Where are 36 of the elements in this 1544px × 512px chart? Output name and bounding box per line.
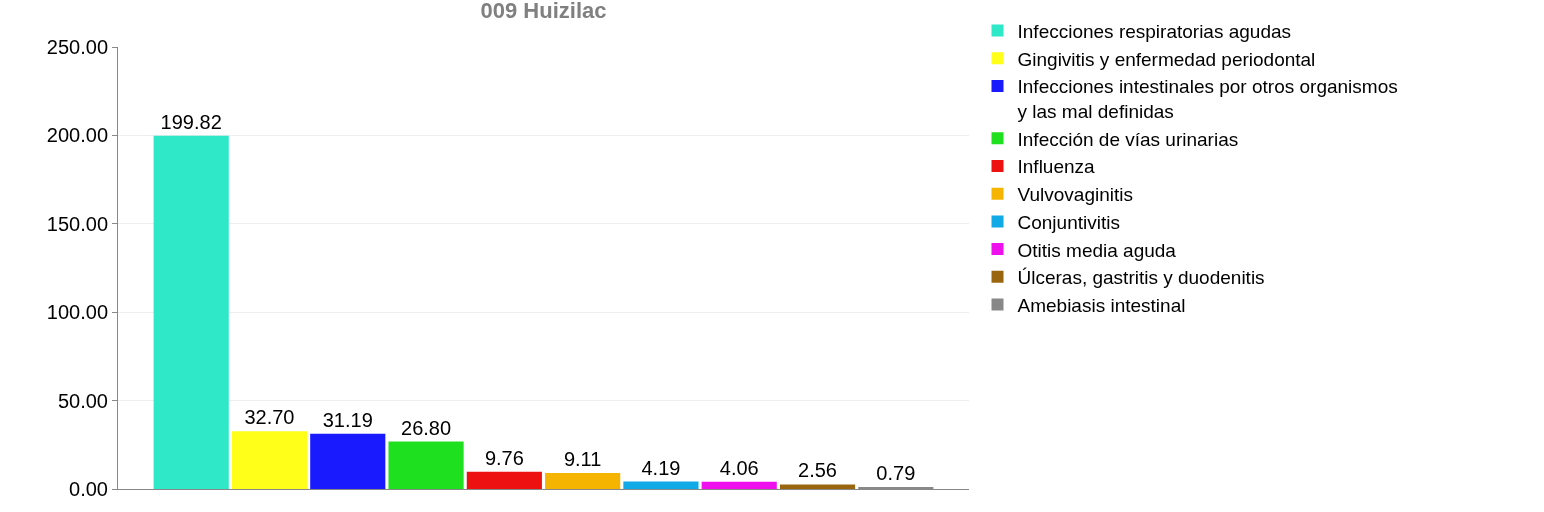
legend-label: Influenza [1017,156,1096,178]
legend-label: Conjuntivitis [1017,211,1120,233]
y-tick-label: 250.00 [46,36,108,58]
bar [623,481,699,489]
data-label: 9.76 [484,446,524,469]
data-label: 199.82 [160,110,222,133]
legend-label: Gingivitis y enfermedad periodontal [1017,48,1316,70]
data-label: 0.79 [876,462,916,484]
data-label: 26.80 [401,416,452,439]
y-tick-label: 50.00 [57,389,108,412]
bar [231,431,308,489]
data-label: 31.19 [322,408,373,431]
legend-label: Úlceras, gastritis y duodenitis [1017,267,1265,289]
data-label: 4.19 [641,456,681,479]
legend-label: Infección de vías urinarias [1017,128,1239,150]
bar [466,471,542,489]
y-tick-label: 150.00 [46,212,108,235]
bar [153,135,229,489]
legend-label: Otitis media aguda [1017,239,1177,261]
y-tick-label: 0.00 [69,478,108,500]
data-label: 9.11 [563,447,602,470]
data-label: 2.56 [798,459,837,482]
bar [388,441,464,489]
data-label: 32.70 [244,406,295,429]
chart-title: 009 Huizilac [480,0,607,23]
legend-label: Vulvovaginitis [1017,184,1133,206]
legend-label: Infecciones intestinales por otros organismos y las mal definidas [1017,76,1398,122]
data-label: 4.06 [719,456,759,479]
y-tick-label: 100.00 [46,301,108,324]
legend-label: Amebiasis intestinal [1017,294,1186,316]
bar [310,433,386,489]
y-tick-label: 200.00 [46,124,108,147]
legend-label: Infecciones respiratorias agudas [1017,20,1292,42]
bar [779,484,856,489]
bar [545,472,621,489]
bar [701,481,777,489]
